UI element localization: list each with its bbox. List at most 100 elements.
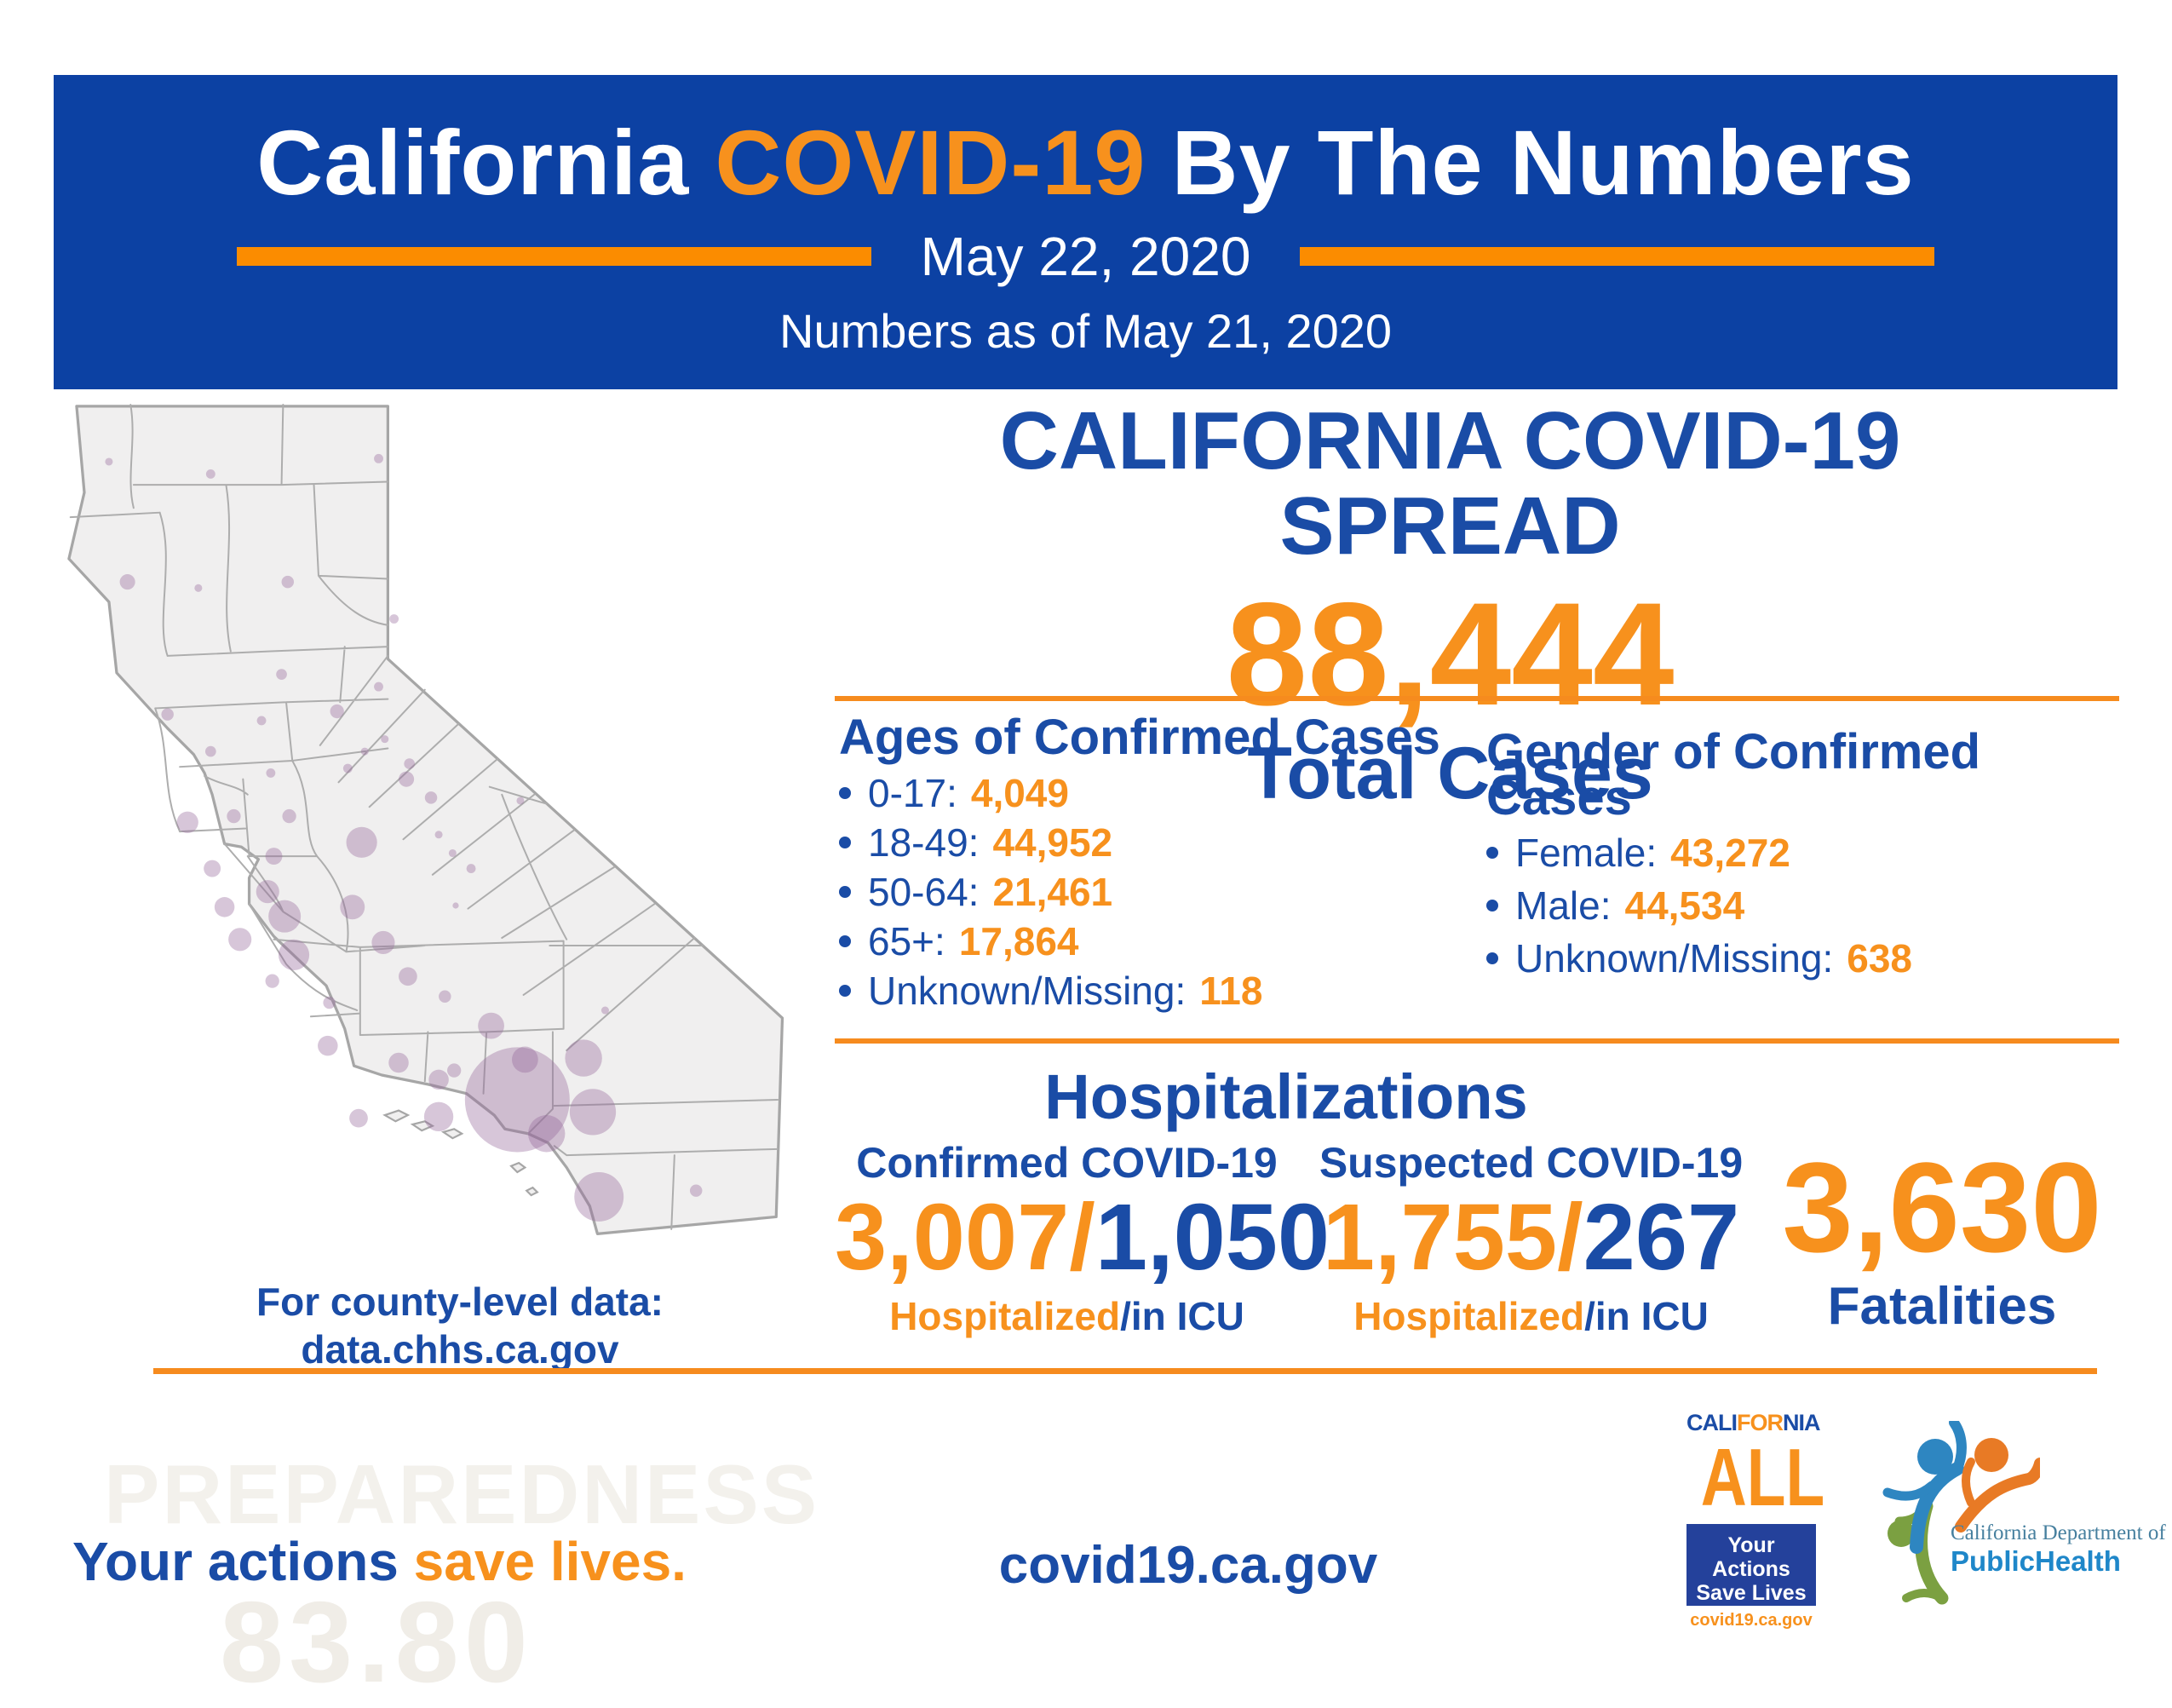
county-bubble [323, 996, 336, 1009]
suspected-hospitalized-value: 1,755/ [1322, 1185, 1583, 1290]
county-bubble [600, 1006, 609, 1015]
confirmed-icu-value: 1,050 [1095, 1185, 1330, 1290]
stat-label: 65+: [868, 919, 945, 963]
stat-label: Male: [1515, 883, 1612, 928]
cdph-logo-icon [1882, 1421, 2040, 1605]
stat-value: 44,952 [992, 820, 1113, 865]
date-row: May 22, 2020 [54, 225, 2117, 288]
covid19-site-url: covid19.ca.gov [998, 1536, 1378, 1595]
california-all-wordmark: CALIFORNIA [1686, 1410, 1820, 1435]
report-date: May 22, 2020 [920, 226, 1251, 287]
gender-section: Gender of Confirmed Cases Female: 43,272 M… [1486, 724, 2121, 985]
title-covid19: COVID-19 [715, 111, 1146, 214]
california-county-bubble-map [67, 404, 784, 1235]
county-bubble [265, 974, 279, 988]
county-bubble [565, 1039, 602, 1077]
suspected-icu-value: 267 [1583, 1185, 1740, 1290]
ages-heading: Ages of Confirmed Cases [839, 710, 1440, 765]
page-title: California COVID-19 By The Numbers [54, 109, 2117, 216]
ages-list: 0-17: 4,049 18-49: 44,952 50-64: 21,461 65+: 17… [839, 768, 1444, 1015]
county-bubble [205, 469, 215, 479]
bullet-icon [839, 886, 851, 898]
county-bubble [516, 796, 525, 805]
gender-list: Female: 43,272 Male: 44,534 Unknown/Missing:… [1486, 826, 2121, 985]
ages-section: Ages of Confirmed Cases 0-17: 4,049 18-49:… [839, 710, 1444, 1015]
county-bubble [214, 897, 235, 917]
header-banner: California COVID-19 By The Numbers May 2… [54, 75, 2117, 389]
county-bubble [574, 1171, 624, 1222]
county-bubble [318, 1035, 338, 1056]
county-bubble [374, 453, 383, 463]
stat-value: 44,534 [1624, 883, 1745, 928]
divider-bottom [153, 1368, 2097, 1374]
county-bubble [371, 930, 395, 954]
county-bubble [464, 1047, 570, 1153]
county-data-url: data.chhs.ca.gov [301, 1327, 619, 1372]
county-bubble [342, 763, 353, 773]
confirmed-values: 3,007/1,050 [835, 1188, 1330, 1288]
county-bubble [512, 1046, 538, 1073]
watermark-number: 83.80 [220, 1578, 533, 1706]
county-bubble [176, 811, 198, 833]
county-bubble [161, 708, 174, 721]
spread-heading: CALIFORNIA COVID-19 SPREAD [999, 395, 1901, 572]
list-item: Unknown/Missing: 118 [839, 966, 1444, 1015]
california-all-logo: CALIFORNIA ALL Your Actions Save Lives c… [1686, 1410, 1825, 1630]
tagline-blue: Your actions [72, 1531, 399, 1592]
county-bubble [434, 831, 443, 839]
county-bubble [399, 771, 415, 787]
bullet-icon [839, 935, 851, 947]
county-bubble [389, 614, 399, 624]
county-bubble [278, 939, 310, 970]
county-bubble [360, 747, 369, 756]
title-by-the-numbers: By The Numbers [1171, 111, 1915, 214]
stat-label: Unknown/Missing: [868, 969, 1187, 1013]
as-of-date: Numbers as of May 21, 2020 [779, 304, 1393, 358]
county-data-note-line1: For county-level data: [256, 1280, 664, 1324]
stat-value: 43,272 [1670, 831, 1790, 875]
county-bubble [227, 808, 241, 824]
stat-value: 4,049 [970, 771, 1069, 815]
confirmed-sublabel: Hospitalized/in ICU [889, 1294, 1244, 1338]
county-bubble [478, 1012, 504, 1039]
hospitalizations-heading: Hospitalizations [1044, 1061, 1528, 1132]
channel-islands [382, 1109, 539, 1197]
spread-section: CALIFORNIA COVID-19 SPREAD 88,444 Total … [835, 395, 2066, 814]
stat-label: 18-49: [868, 820, 980, 865]
county-bubble [404, 758, 416, 769]
california-all-ALL: ALL [1700, 1432, 1825, 1523]
county-bubble [528, 1115, 566, 1153]
bullet-icon [1486, 847, 1498, 859]
title-california: California [256, 111, 690, 214]
county-bubble [452, 902, 459, 909]
county-bubble [374, 681, 383, 692]
county-bubble [447, 1063, 462, 1078]
bullet-icon [839, 985, 851, 997]
county-bubble [268, 900, 302, 933]
county-bubble [466, 864, 476, 874]
date-bar-right [1300, 247, 1935, 266]
list-item: 65+: 17,864 [839, 917, 1444, 966]
county-bubble [105, 457, 113, 466]
california-all-box: Your Actions Save Lives covid19.ca.gov [1686, 1524, 1816, 1630]
stat-label: Unknown/Missing: [1515, 936, 1834, 981]
list-item: Female: 43,272 [1486, 826, 2121, 879]
stat-value: 21,461 [992, 870, 1113, 914]
stat-label: 50-64: [868, 870, 980, 914]
stat-label: Female: [1515, 831, 1658, 875]
county-bubble [439, 990, 451, 1003]
bullet-icon [839, 787, 851, 799]
county-bubble [276, 669, 287, 680]
county-data-note: For county-level data: data.chhs.ca.gov [183, 1278, 737, 1373]
divider-top [835, 696, 2119, 701]
gender-heading: Gender of Confirmed Cases [1486, 724, 1981, 825]
county-bubble [340, 894, 365, 920]
hospitalizations-section: Hospitalizations Confirmed COVID-19 3,00… [835, 1063, 2123, 1339]
confirmed-hospitalizations: Confirmed COVID-19 3,007/1,050 Hospitali… [835, 1140, 1330, 1339]
county-bubble [256, 716, 267, 726]
county-bubble [381, 735, 389, 744]
suspected-hospitalizations: Suspected COVID-19 1,755/267 Hospitalize… [1299, 1140, 1763, 1339]
county-bubble [330, 704, 344, 719]
suspected-sublabel: Hospitalized/in ICU [1353, 1294, 1709, 1338]
suspected-values: 1,755/267 [1299, 1188, 1763, 1288]
